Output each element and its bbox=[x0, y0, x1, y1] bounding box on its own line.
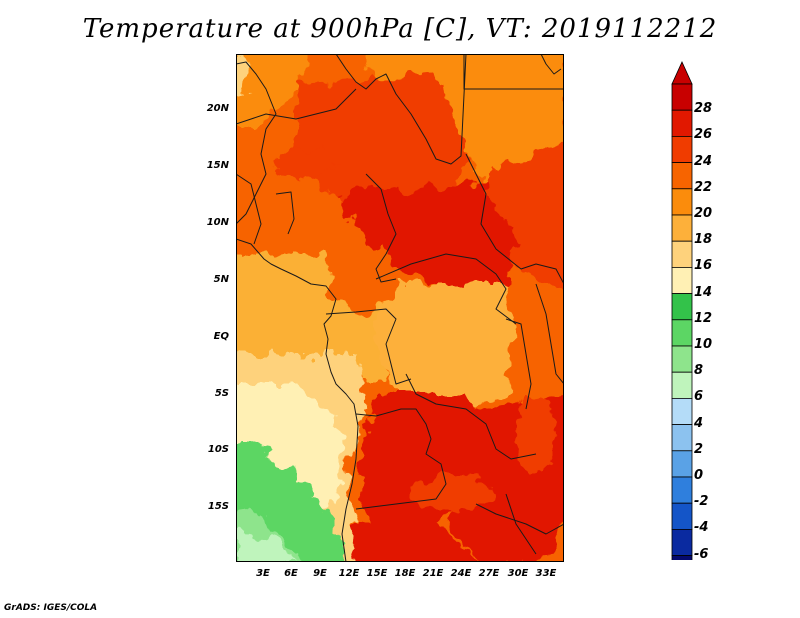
colorbar-swatch bbox=[671, 450, 693, 478]
border-ghana bbox=[275, 191, 295, 235]
colorbar-swatch bbox=[671, 555, 693, 560]
border-east-drc bbox=[505, 318, 532, 410]
colorbar-swatch bbox=[671, 476, 693, 504]
border-chad-sudan bbox=[465, 153, 564, 285]
colorbar-label: -4 bbox=[694, 520, 709, 536]
colorbar-swatch bbox=[671, 345, 693, 373]
colorbar-label: 28 bbox=[694, 101, 713, 117]
colorbar-swatch bbox=[671, 266, 693, 294]
region-congo-basin bbox=[376, 284, 516, 414]
colorbar-label: 10 bbox=[694, 337, 713, 352]
longitude-label: 6E bbox=[284, 568, 298, 579]
map-frame bbox=[236, 54, 564, 562]
region-tanzania-patch bbox=[516, 394, 556, 474]
border-uganda-kenya bbox=[535, 283, 564, 385]
latitude-label: 10S bbox=[207, 444, 229, 455]
longitude-label: 21E bbox=[422, 568, 444, 579]
latitude-label: 15S bbox=[207, 501, 229, 512]
grads-credit: GrADS: IGES/COLA bbox=[4, 603, 98, 613]
colorbar-swatch bbox=[671, 188, 693, 216]
colorbar-swatch bbox=[671, 371, 693, 399]
longitude-label: 18E bbox=[394, 568, 416, 579]
colorbar-label: 20 bbox=[694, 206, 713, 221]
border-libya-egypt bbox=[463, 54, 564, 90]
colorbar-swatch bbox=[671, 293, 693, 321]
longitude-label: 27E bbox=[478, 568, 500, 579]
colorbar-swatch bbox=[671, 397, 693, 425]
colorbar-label: 14 bbox=[694, 284, 713, 300]
longitude-label: 24E bbox=[450, 568, 472, 579]
longitude-label: 33E bbox=[535, 568, 557, 579]
colorbar bbox=[671, 61, 693, 560]
longitude-label: 9E bbox=[313, 568, 327, 579]
region-nigeria-warm bbox=[276, 149, 336, 179]
colorbar-label: 2 bbox=[694, 441, 704, 457]
colorbar-label: 16 bbox=[694, 258, 713, 274]
border-nigeria-cameroon bbox=[365, 173, 397, 283]
region-ghana-mid bbox=[251, 204, 301, 234]
latitude-label: EQ bbox=[213, 331, 229, 342]
colorbar-swatch bbox=[671, 424, 693, 452]
latitude-label: 5S bbox=[214, 388, 229, 399]
region-great-lakes bbox=[511, 324, 561, 384]
longitude-label: 30E bbox=[507, 568, 529, 579]
colorbar-label: 6 bbox=[694, 389, 704, 405]
region-pale-green bbox=[236, 534, 295, 562]
colorbar-label: 4 bbox=[694, 415, 704, 431]
border-niger-chad bbox=[335, 54, 467, 165]
colorbar-swatch bbox=[671, 528, 693, 556]
latitude-label: 20N bbox=[206, 103, 229, 114]
border-west-coast-north bbox=[236, 61, 277, 225]
region-zambia-patch bbox=[411, 476, 491, 512]
colorbar-label: 22 bbox=[694, 179, 713, 195]
colorbar-swatch bbox=[671, 109, 693, 137]
region-lake-chad-hot bbox=[341, 186, 391, 222]
colorbar-swatch bbox=[671, 83, 693, 111]
longitude-label: 3E bbox=[256, 568, 270, 579]
longitude-label: 12E bbox=[338, 568, 360, 579]
border-zambia-south bbox=[475, 503, 564, 535]
colorbar-label: 12 bbox=[694, 310, 713, 326]
colorbar-label: 0 bbox=[694, 468, 704, 483]
coast-red-sea bbox=[540, 54, 562, 75]
temperature-map bbox=[236, 54, 564, 562]
coastline-west bbox=[236, 238, 359, 562]
latitude-label: 15N bbox=[206, 160, 229, 171]
border-angola bbox=[355, 408, 447, 510]
region-namibia-north bbox=[349, 524, 484, 562]
border-gabon-congo bbox=[325, 308, 412, 385]
colorbar-label: -2 bbox=[694, 494, 709, 510]
colorbar-label: -6 bbox=[694, 546, 709, 562]
region-cameroon bbox=[326, 244, 396, 314]
colorbar-label: 24 bbox=[694, 153, 713, 169]
longitude-label: 15E bbox=[366, 568, 388, 579]
colorbar-label: 18 bbox=[694, 232, 713, 248]
border-guinea-ivory bbox=[236, 173, 262, 245]
colorbar-max-arrow bbox=[671, 61, 693, 85]
colorbar-label: 8 bbox=[694, 363, 704, 379]
country-borders bbox=[236, 54, 564, 562]
chart-title: Temperature at 900hPa [C], VT: 201911221… bbox=[82, 14, 718, 44]
temperature-field bbox=[236, 54, 564, 562]
border-mali-niger bbox=[236, 88, 357, 125]
latitude-label: 5N bbox=[213, 274, 229, 285]
colorbar-label: 26 bbox=[694, 127, 713, 143]
colorbar-swatch bbox=[671, 502, 693, 530]
colorbar-swatch bbox=[671, 319, 693, 347]
colorbar-swatch bbox=[671, 136, 693, 164]
colorbar-swatch bbox=[671, 162, 693, 190]
colorbar-swatch bbox=[671, 240, 693, 268]
border-zimbabwe bbox=[505, 493, 537, 555]
region-northwest-strip bbox=[236, 54, 248, 94]
border-car-congo bbox=[375, 253, 517, 325]
latitude-label: 10N bbox=[206, 217, 229, 228]
border-drc-angola-zambia bbox=[405, 373, 537, 460]
region-niger-chad bbox=[296, 74, 466, 214]
colorbar-swatch bbox=[671, 214, 693, 242]
